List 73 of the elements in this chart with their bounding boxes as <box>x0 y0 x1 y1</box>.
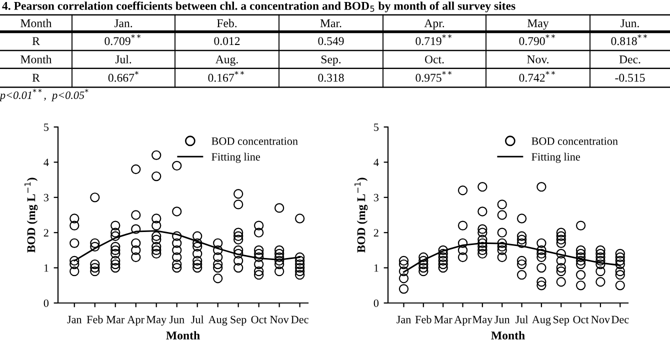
text: -0.515 <box>615 74 645 82</box>
text: 4. Pearson correlation coefficients between chl. a concentration and BOD$_{5}$ by month of all survey sites <box>2 1 516 12</box>
text: 0.549 <box>318 37 344 46</box>
y-tick-label: 4 <box>374 158 379 166</box>
x-tick-label: May <box>146 316 166 326</box>
x-tick-label: Feb <box>86 316 103 324</box>
y-tick-label: 0 <box>374 299 379 307</box>
x-tick-label: Jun <box>169 316 184 324</box>
x-tick-label: Jan <box>67 316 82 324</box>
x-tick-label: Nov <box>591 316 610 324</box>
y-axis-title: BOD (mg L$^{−1}$) <box>354 178 368 253</box>
legend-label: Fitting line <box>212 152 260 163</box>
text: 0.818$^{**}$ <box>611 34 648 46</box>
text: 0.709$^{**}$ <box>104 34 141 46</box>
text: Feb. <box>217 18 237 28</box>
x-tick-label: Mar <box>434 316 452 324</box>
x-tick-label: Apr <box>127 316 144 326</box>
x-tick-label: Dec <box>612 316 629 324</box>
text: Jul. <box>115 55 132 64</box>
text: Aug. <box>215 55 238 66</box>
text: 0.719$^{**}$ <box>416 34 452 46</box>
y-tick-label: 5 <box>374 124 379 131</box>
text: 0.167$^{**}$ <box>208 71 244 82</box>
x-tick-label: Dec <box>291 316 308 324</box>
x-tick-label: Oct <box>251 316 267 324</box>
y-axis-title: BOD (mg L$^{−1}$) <box>24 178 38 253</box>
text: Jun. <box>620 19 639 28</box>
y-tick-label: 5 <box>44 124 49 131</box>
legend-label: Fitting line <box>532 152 580 163</box>
x-tick-label: Mar <box>106 316 125 324</box>
x-tick-label: Oct <box>573 316 589 324</box>
x-axis-title: Month <box>491 331 525 340</box>
text: May <box>528 19 549 30</box>
x-tick-label: May <box>472 316 493 326</box>
text: Nov. <box>527 56 548 64</box>
text: 0.975$^{**}$ <box>416 71 452 82</box>
x-axis-title: Month <box>166 331 200 340</box>
text: Sep. <box>321 55 341 66</box>
x-tick-label: Feb <box>415 316 432 324</box>
text: Dec. <box>619 56 640 64</box>
y-tick-label: 0 <box>44 299 49 307</box>
text: 0.012 <box>214 37 240 46</box>
text: R <box>32 74 40 82</box>
x-tick-label: Sep <box>554 316 570 326</box>
text: 0.318 <box>318 74 344 82</box>
text: Jan. <box>114 19 132 28</box>
x-tick-label: Nov <box>270 316 289 324</box>
y-tick-label: 4 <box>44 158 49 166</box>
x-tick-label: Aug <box>532 316 551 326</box>
text: Month <box>20 55 52 64</box>
text: Oct. <box>424 55 444 64</box>
x-tick-label: Sep <box>230 316 246 326</box>
x-tick-label: Jun <box>494 316 510 324</box>
legend-label: BOD concentration <box>532 137 618 145</box>
text: Mar. <box>320 19 342 28</box>
text: 0.790$^{**}$ <box>519 34 556 46</box>
y-tick-label: 1 <box>374 264 378 272</box>
y-tick-label: 1 <box>44 264 48 272</box>
y-tick-label: 2 <box>44 229 48 236</box>
text: 0.667$^{*}$ <box>108 71 138 82</box>
text: R <box>32 37 40 45</box>
x-tick-label: Jan <box>396 316 411 324</box>
legend-label: BOD concentration <box>212 137 298 145</box>
y-tick-label: 2 <box>374 229 378 236</box>
text: Month <box>20 18 52 28</box>
text: 0.742$^{**}$ <box>519 71 556 82</box>
x-tick-label: Aug <box>208 316 228 326</box>
x-tick-label: Jul <box>516 316 528 324</box>
y-tick-label: 3 <box>44 194 49 202</box>
x-tick-label: Jul <box>191 316 204 324</box>
text: Apr. <box>424 19 444 30</box>
y-tick-label: 3 <box>374 194 379 202</box>
x-tick-label: Apr <box>454 316 472 326</box>
